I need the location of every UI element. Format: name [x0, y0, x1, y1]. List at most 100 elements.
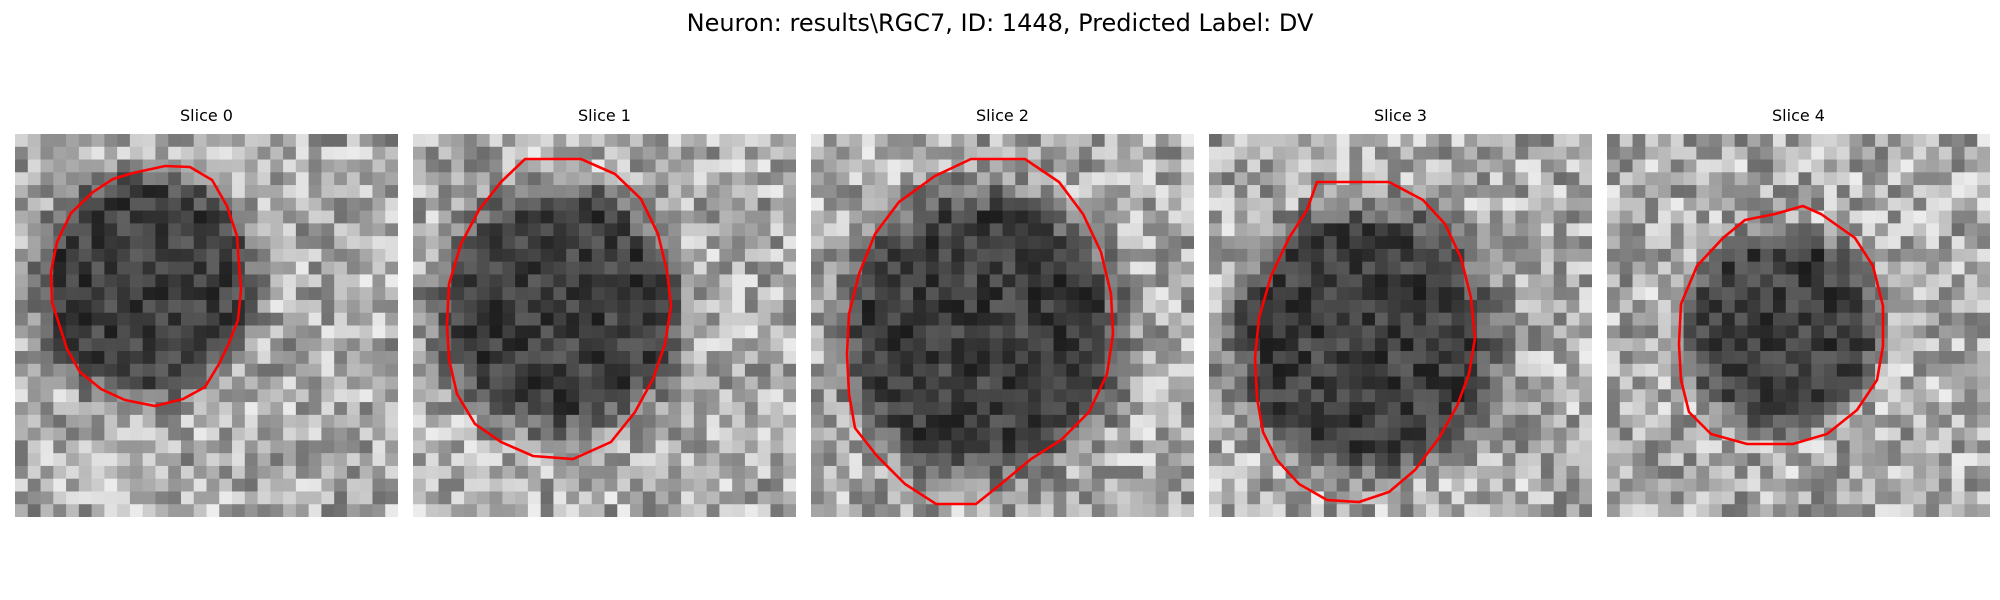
image-pixel: [681, 185, 695, 199]
image-pixel: [40, 325, 54, 339]
image-pixel: [1645, 427, 1659, 441]
image-pixel: [732, 261, 746, 276]
image-pixel: [1964, 414, 1978, 429]
image-pixel: [476, 351, 491, 365]
image-pixel: [1400, 504, 1414, 517]
image-pixel: [1824, 159, 1838, 173]
image-pixel: [1658, 389, 1672, 403]
image-pixel: [1566, 465, 1580, 480]
image-pixel: [1400, 236, 1414, 250]
image-pixel: [438, 427, 452, 441]
image-pixel: [321, 312, 335, 327]
image-pixel: [1645, 325, 1659, 339]
image-pixel: [823, 223, 838, 237]
image-pixel: [372, 504, 386, 517]
image-pixel: [1053, 325, 1067, 339]
image-pixel: [1566, 440, 1580, 454]
image-pixel: [346, 440, 361, 454]
image-pixel: [604, 134, 618, 148]
image-pixel: [66, 134, 80, 148]
image-pixel: [770, 491, 784, 505]
image-pixel: [1298, 287, 1312, 301]
image-pixel: [244, 363, 259, 378]
image-pixel: [1977, 172, 1990, 186]
image-pixel: [732, 504, 746, 517]
image-pixel: [1040, 299, 1055, 314]
image-pixel: [168, 465, 182, 480]
image-pixel: [206, 351, 220, 365]
image-pixel: [1362, 478, 1376, 493]
image-pixel: [964, 185, 978, 199]
image-pixel: [451, 159, 465, 173]
image-pixel: [1247, 236, 1261, 250]
image-pixel: [1977, 478, 1990, 493]
image-pixel: [938, 236, 953, 250]
image-pixel: [1438, 338, 1453, 352]
image-pixel: [1607, 287, 1621, 301]
image-pixel: [989, 261, 1004, 276]
image-pixel: [1221, 325, 1236, 339]
image-pixel: [1632, 414, 1646, 429]
image-pixel: [617, 440, 631, 454]
image-pixel: [1566, 223, 1580, 237]
image-pixel: [1002, 210, 1016, 224]
image-pixel: [413, 185, 427, 199]
image-pixel: [989, 414, 1004, 429]
image-pixel: [527, 414, 542, 429]
image-pixel: [693, 236, 708, 250]
image-pixel: [168, 223, 182, 237]
image-pixel: [1760, 453, 1774, 467]
image-pixel: [1683, 134, 1697, 148]
image-pixel: [1079, 453, 1093, 467]
image-pixel: [1811, 389, 1825, 403]
image-pixel: [836, 159, 850, 173]
image-pixel: [206, 338, 220, 352]
image-pixel: [811, 312, 825, 327]
image-pixel: [1836, 261, 1851, 276]
image-pixel: [874, 287, 889, 301]
image-pixel: [425, 197, 440, 212]
image-pixel: [308, 478, 322, 493]
image-pixel: [951, 185, 965, 199]
image-pixel: [1798, 312, 1812, 327]
image-pixel: [1607, 389, 1621, 403]
image-pixel: [849, 236, 863, 250]
image-pixel: [438, 402, 452, 416]
image-pixel: [1285, 159, 1299, 173]
image-pixel: [1772, 134, 1787, 148]
image-pixel: [1887, 134, 1902, 148]
image-pixel: [811, 453, 825, 467]
image-pixel: [566, 236, 580, 250]
image-pixel: [1130, 453, 1144, 467]
image-pixel: [27, 363, 42, 378]
image-pixel: [1721, 465, 1736, 480]
image-pixel: [719, 312, 733, 327]
image-pixel: [964, 236, 978, 250]
image-pixel: [1540, 338, 1555, 352]
image-pixel: [1374, 172, 1389, 186]
image-pixel: [591, 504, 606, 517]
image-pixel: [719, 172, 733, 186]
image-pixel: [15, 427, 29, 441]
image-pixel: [1323, 248, 1338, 263]
image-pixel: [489, 402, 503, 416]
image-pixel: [1502, 197, 1516, 212]
image-pixel: [1645, 363, 1659, 378]
image-pixel: [823, 363, 838, 378]
image-pixel: [1709, 414, 1723, 429]
image-pixel: [1426, 287, 1440, 301]
image-pixel: [219, 261, 233, 276]
image-pixel: [719, 440, 733, 454]
image-pixel: [1104, 134, 1118, 148]
image-pixel: [989, 299, 1004, 314]
image-pixel: [1234, 274, 1248, 288]
image-pixel: [1926, 504, 1940, 517]
image-pixel: [1696, 274, 1710, 288]
image-pixel: [1747, 261, 1761, 276]
image-pixel: [219, 465, 233, 480]
image-pixel: [1362, 440, 1376, 454]
image-pixel: [1336, 491, 1351, 505]
image-pixel: [464, 351, 478, 365]
image-pixel: [925, 159, 940, 173]
image-pixel: [1285, 287, 1299, 301]
